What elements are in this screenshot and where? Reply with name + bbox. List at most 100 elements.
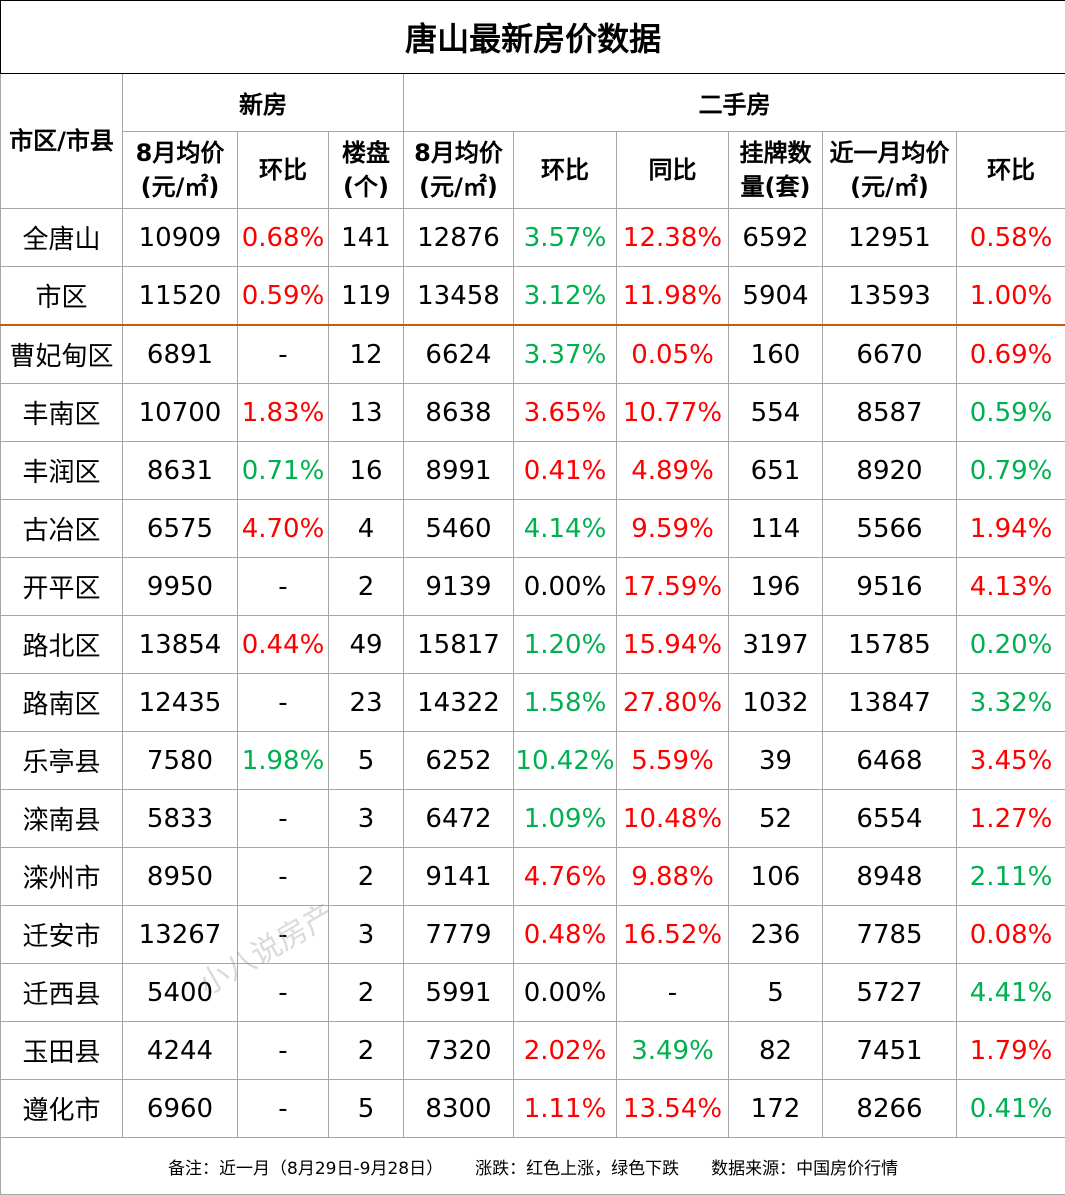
value-cell: 3.49% [617,1022,729,1080]
header-row: 8月均价(元/㎡)环比楼盘(个)8月均价(元/㎡)环比同比挂牌数量(套)近一月均… [1,132,1065,209]
value-cell: 4.89% [617,442,729,500]
value-cell: 160 [729,325,823,384]
value-cell: 82 [729,1022,823,1080]
value-cell: 5904 [729,267,823,326]
footer-row: 备注：近一月（8月29日-9月28日）涨跌：红色上涨，绿色下跌数据来源：中国房价… [1,1138,1065,1195]
value-cell: 5400 [123,964,238,1022]
value-cell: 2 [329,848,404,906]
value-cell: 52 [729,790,823,848]
value-cell: 4244 [123,1022,238,1080]
district-cell: 古冶区 [1,500,123,558]
value-cell: 3.57% [514,209,617,267]
value-cell: 9516 [823,558,957,616]
district-cell: 丰润区 [1,442,123,500]
value-cell: 0.59% [238,267,329,326]
value-cell: 3.65% [514,384,617,442]
value-cell: 14322 [404,674,514,732]
column-header: 8月均价(元/㎡) [123,132,238,209]
value-cell: 9141 [404,848,514,906]
value-cell: 7451 [823,1022,957,1080]
value-cell: 8991 [404,442,514,500]
value-cell: 6670 [823,325,957,384]
value-cell: - [238,674,329,732]
value-cell: 119 [329,267,404,326]
value-cell: 4.13% [957,558,1065,616]
value-cell: 7785 [823,906,957,964]
title-row: 唐山最新房价数据 [1,1,1065,74]
value-cell: 5566 [823,500,957,558]
value-cell: 651 [729,442,823,500]
value-cell: 5991 [404,964,514,1022]
district-cell: 滦州市 [1,848,123,906]
value-cell: 0.69% [957,325,1065,384]
value-cell: 4.70% [238,500,329,558]
value-cell: 13847 [823,674,957,732]
value-cell: 13267 [123,906,238,964]
value-cell: 6575 [123,500,238,558]
value-cell: 16.52% [617,906,729,964]
value-cell: 0.44% [238,616,329,674]
value-cell: 13458 [404,267,514,326]
value-cell: 9950 [123,558,238,616]
value-cell: 9.59% [617,500,729,558]
value-cell: 15785 [823,616,957,674]
value-cell: 49 [329,616,404,674]
value-cell: 10.48% [617,790,729,848]
district-cell: 玉田县 [1,1022,123,1080]
value-cell: 3.37% [514,325,617,384]
value-cell: 0.41% [514,442,617,500]
footer-note: 数据来源：中国房价行情 [711,1159,898,1179]
district-cell: 迁安市 [1,906,123,964]
value-cell: 27.80% [617,674,729,732]
value-cell: 17.59% [617,558,729,616]
value-cell: 3.12% [514,267,617,326]
district-cell: 曹妃甸区 [1,325,123,384]
group-header: 二手房 [404,74,1065,132]
value-cell: 3.32% [957,674,1065,732]
value-cell: - [238,790,329,848]
column-header: 同比 [617,132,729,209]
value-cell: 1.09% [514,790,617,848]
value-cell: 6624 [404,325,514,384]
value-cell: 7580 [123,732,238,790]
value-cell: - [238,964,329,1022]
value-cell: 5460 [404,500,514,558]
value-cell: 6468 [823,732,957,790]
value-cell: 2 [329,558,404,616]
value-cell: 5 [329,1080,404,1138]
value-cell: 0.79% [957,442,1065,500]
value-cell: 2 [329,1022,404,1080]
footer-note: 备注：近一月（8月29日-9月28日） [168,1159,443,1179]
column-header: 8月均价(元/㎡) [404,132,514,209]
value-cell: 8948 [823,848,957,906]
value-cell: 554 [729,384,823,442]
value-cell: 39 [729,732,823,790]
value-cell: 8631 [123,442,238,500]
value-cell: 1.27% [957,790,1065,848]
value-cell: 2 [329,964,404,1022]
value-cell: 0.71% [238,442,329,500]
value-cell: - [238,906,329,964]
value-cell: 1032 [729,674,823,732]
value-cell: 12 [329,325,404,384]
value-cell: 13593 [823,267,957,326]
value-cell: 0.08% [957,906,1065,964]
value-cell: 13.54% [617,1080,729,1138]
value-cell: 7779 [404,906,514,964]
value-cell: 1.98% [238,732,329,790]
value-cell: 8638 [404,384,514,442]
value-cell: 9139 [404,558,514,616]
value-cell: 4.41% [957,964,1065,1022]
value-cell: 4.14% [514,500,617,558]
value-cell: 11.98% [617,267,729,326]
value-cell: 6554 [823,790,957,848]
value-cell: 114 [729,500,823,558]
value-cell: 1.79% [957,1022,1065,1080]
